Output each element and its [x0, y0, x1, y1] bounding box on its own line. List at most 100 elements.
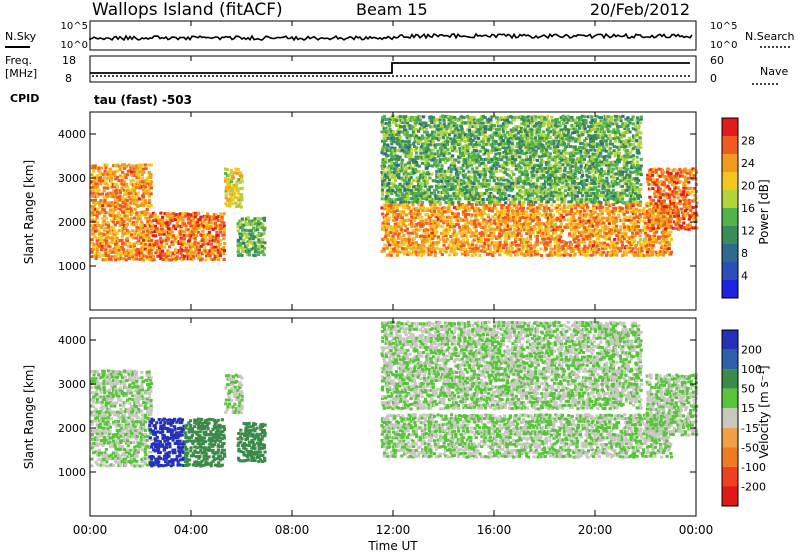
- heatmap-cell: [465, 188, 469, 192]
- heatmap-cell: [393, 226, 397, 229]
- heatmap-cell: [489, 160, 493, 164]
- heatmap-cell: [209, 225, 213, 228]
- heatmap-cell: [546, 227, 550, 231]
- heatmap-cell: [460, 241, 464, 245]
- heatmap-cell: [503, 193, 507, 197]
- heatmap-cell: [436, 182, 440, 186]
- heatmap-cell: [407, 206, 411, 209]
- heatmap-cell: [127, 248, 131, 252]
- heatmap-cell: [411, 229, 415, 232]
- heatmap-cell: [113, 248, 117, 252]
- heatmap-cell: [502, 163, 506, 167]
- heatmap-cell: [511, 118, 515, 121]
- heatmap-cell: [564, 249, 568, 253]
- heatmap-cell: [418, 199, 422, 203]
- heatmap-cell: [395, 209, 399, 212]
- nsearch-label: N.Search: [745, 30, 795, 43]
- heatmap-cell: [504, 116, 508, 120]
- heatmap-cell: [456, 119, 460, 122]
- heatmap-cell: [624, 225, 628, 229]
- heatmap-cell: [547, 152, 551, 156]
- heatmap-cell: [437, 133, 441, 137]
- heatmap-cell: [126, 204, 130, 208]
- heatmap-cell: [411, 203, 415, 207]
- heatmap-cell: [231, 174, 235, 178]
- heatmap-cell: [408, 146, 412, 150]
- heatmap-cell: [509, 121, 513, 125]
- heatmap-cell: [492, 127, 496, 131]
- heatmap-cell: [561, 229, 565, 233]
- heatmap-cell: [604, 244, 608, 248]
- heatmap-cell: [120, 235, 124, 239]
- heatmap-cell: [462, 179, 466, 183]
- heatmap-cell: [450, 142, 455, 146]
- heatmap-cell: [452, 139, 456, 143]
- heatmap-cell: [591, 253, 596, 257]
- heatmap-cell: [207, 233, 211, 237]
- heatmap-cell: [431, 213, 435, 217]
- heatmap-cell: [422, 151, 426, 155]
- heatmap-cell: [463, 206, 467, 210]
- heatmap-cell: [543, 206, 547, 210]
- heatmap-cell: [656, 235, 660, 239]
- heatmap-cell: [636, 231, 640, 235]
- heatmap-cell: [416, 200, 420, 204]
- heatmap-cell: [383, 175, 387, 179]
- heatmap-cell: [646, 226, 650, 229]
- heatmap-cell: [126, 217, 130, 221]
- heatmap-cell: [418, 194, 422, 198]
- heatmap-cell: [599, 203, 603, 207]
- heatmap-cell: [570, 225, 574, 229]
- heatmap-cell: [443, 185, 447, 189]
- heatmap-cell: [133, 167, 137, 171]
- heatmap-cell: [456, 223, 460, 227]
- heatmap-cell: [613, 253, 617, 257]
- heatmap-cell: [134, 213, 138, 217]
- heatmap-cell: [652, 232, 656, 235]
- heatmap-cell: [539, 254, 544, 257]
- heatmap-cell: [492, 241, 496, 245]
- heatmap-cell: [614, 224, 619, 228]
- heatmap-cell: [546, 200, 550, 204]
- heatmap-cell: [510, 146, 514, 150]
- heatmap-cell: [257, 222, 261, 226]
- heatmap-cell: [186, 252, 190, 256]
- heatmap-cell: [591, 212, 595, 216]
- heatmap-cell: [454, 179, 458, 183]
- heatmap-cell: [419, 173, 423, 177]
- heatmap-cell: [612, 246, 616, 250]
- station-title: Wallops Island (fitACF): [92, 0, 283, 20]
- heatmap-cell: [138, 163, 143, 167]
- heatmap-cell: [507, 137, 511, 141]
- heatmap-cell: [559, 215, 563, 219]
- heatmap-cell: [440, 247, 444, 251]
- heatmap-cell: [467, 132, 471, 136]
- heatmap-cell: [478, 127, 482, 131]
- heatmap-cell: [508, 148, 512, 152]
- heatmap-cell: [216, 219, 220, 222]
- heatmap-cell: [521, 139, 525, 143]
- heatmap-cell: [439, 194, 443, 198]
- heatmap-cell: [535, 133, 539, 137]
- heatmap-cell: [170, 258, 174, 262]
- heatmap-cell: [521, 238, 525, 241]
- heatmap-cell: [530, 185, 534, 189]
- heatmap-cell: [402, 252, 407, 256]
- heatmap-cell: [158, 233, 162, 236]
- heatmap-cell: [515, 233, 519, 237]
- heatmap-cell: [472, 196, 476, 200]
- heatmap-cell: [111, 211, 116, 215]
- heatmap-cell: [579, 210, 583, 214]
- heatmap-cell: [553, 222, 558, 226]
- heatmap-cell: [471, 139, 475, 142]
- heatmap-cell: [501, 209, 505, 213]
- heatmap-cell: [215, 224, 219, 228]
- heatmap-cell: [420, 194, 424, 198]
- heatmap-cell: [466, 149, 470, 153]
- heatmap-cell: [478, 202, 482, 206]
- heatmap-cell: [388, 117, 392, 121]
- heatmap-cell: [549, 186, 553, 190]
- heatmap-cell: [577, 204, 581, 208]
- heatmap-cell: [440, 196, 444, 200]
- heatmap-cell: [667, 247, 671, 251]
